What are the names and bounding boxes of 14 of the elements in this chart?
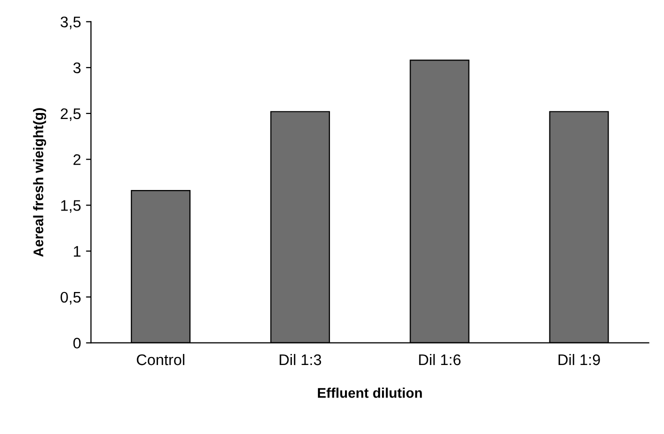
x-tick-label: Dil 1:9 [558,354,600,366]
y-tick-label: 2 [74,154,80,165]
y-tick-label: 1 [74,246,80,257]
x-tick-label: Control [136,354,184,366]
y-tick-label: 3,5 [60,16,81,30]
y-tick-label: 3 [73,62,81,74]
y-tick-label: 0 [73,338,81,349]
y-axis-title: Aereal fresh wieight(g) [33,108,46,257]
y-tick-label: 2,5 [60,108,81,121]
y-tick-label: 0,5 [60,292,81,304]
x-tick-label: Dil 1:6 [419,354,461,366]
x-axis-title: Effluent dilution [318,388,422,398]
y-tick-label: 1,5 [61,200,81,213]
x-tick-label: Dil 1:3 [280,354,322,366]
